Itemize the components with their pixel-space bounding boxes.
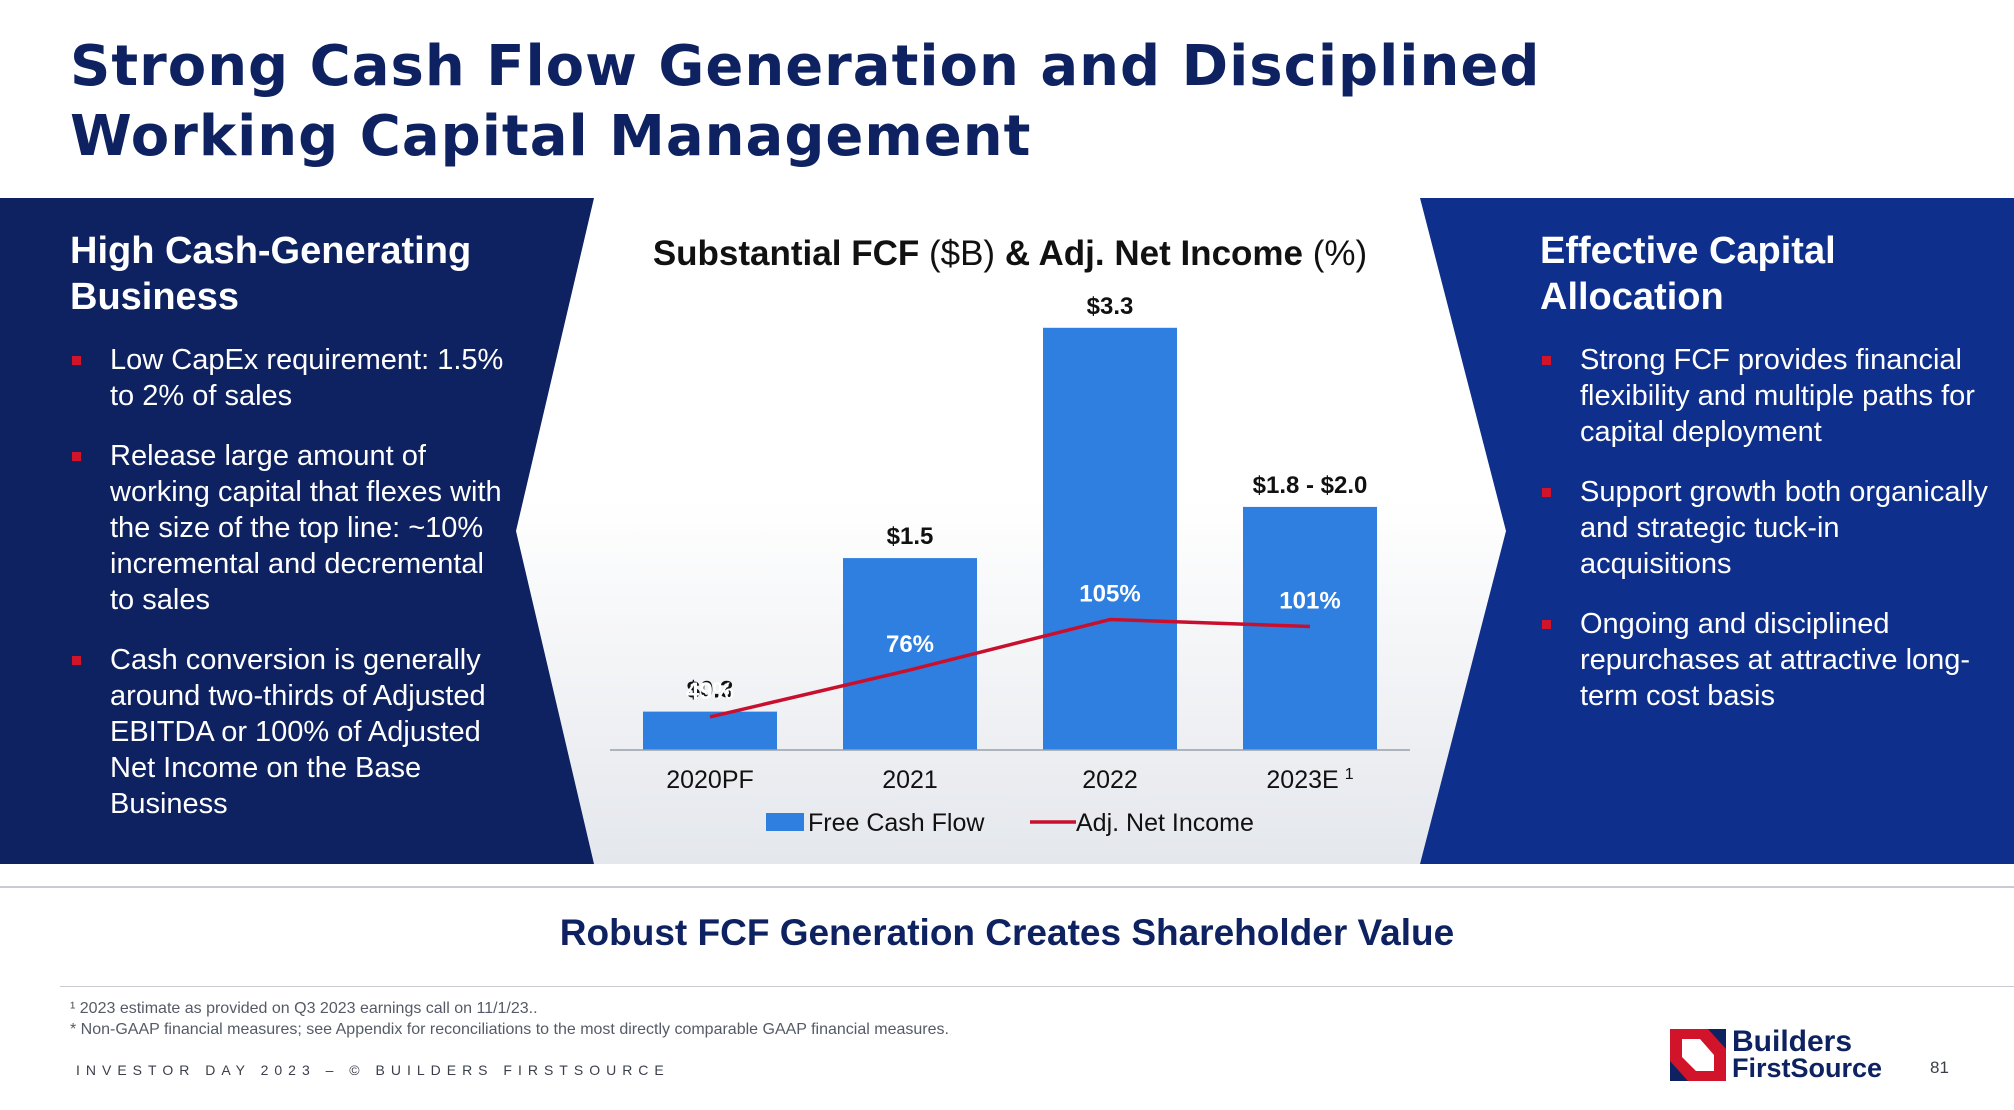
footnote-1: ¹ 2023 estimate as provided on Q3 2023 e…: [70, 1000, 538, 1017]
adj-net-income-label: 76%: [886, 631, 934, 658]
fcf-bar-label: $1.5: [887, 523, 934, 550]
right-bullet-text: Ongoing and disciplined repurchases at a…: [1580, 608, 1971, 712]
robust-message: Robust FCF Generation Creates Shareholde…: [559, 912, 1455, 953]
builders-firstsource-logo: Builders FirstSource: [1670, 1025, 1883, 1083]
logo-text-firstsource: FirstSource: [1732, 1053, 1883, 1083]
chart-title-part: & Adj. Net Income: [1005, 234, 1303, 273]
x-tick-text: 2021: [882, 766, 938, 794]
fcf-bar: [1043, 327, 1177, 750]
square-bullet-icon: [72, 656, 81, 665]
x-tick-label: 2021: [882, 766, 938, 794]
footnote-2: * Non-GAAP financial measures; see Appen…: [70, 1021, 949, 1038]
left-bullet-text: Low CapEx requirement: 1.5% to 2% of sal…: [110, 344, 504, 412]
x-tick-label: 2022: [1082, 766, 1138, 794]
chart-title-part: Substantial FCF: [653, 234, 919, 273]
section-divider: [0, 886, 2014, 888]
left-bullet-item: Cash conversion is generally around two-…: [70, 642, 510, 822]
right-bullet-text: Support growth both organically and stra…: [1580, 476, 1988, 580]
adj-net-income-label: 105%: [1079, 581, 1140, 608]
logo-mark-icon: [1670, 1029, 1726, 1081]
square-bullet-icon: [1542, 488, 1551, 497]
left-panel: High Cash-Generating Business Low CapEx …: [0, 198, 594, 864]
square-bullet-icon: [1542, 620, 1551, 629]
square-bullet-icon: [72, 452, 81, 461]
footnote-divider: [60, 986, 2014, 987]
page-number: 81: [1930, 1058, 1949, 1077]
legend-swatch-fcf: [766, 813, 804, 831]
fcf-bar: [843, 558, 977, 750]
chart-title-part: (%): [1303, 234, 1367, 273]
right-bullet-item: Support growth both organically and stra…: [1540, 474, 1990, 582]
adj-net-income-line: [709, 617, 1311, 719]
x-tick-text: 2020PF: [666, 766, 754, 794]
legend-label-fcf: Free Cash Flow: [808, 809, 985, 837]
fcf-bar: [643, 711, 777, 750]
x-tick-superscript: 1: [1345, 766, 1354, 783]
right-panel: Effective Capital Allocation Strong FCF …: [1420, 198, 2014, 864]
fcf-bar-label: $3.3: [1087, 293, 1134, 320]
left-panel-heading: High Cash-Generating Business: [70, 230, 472, 318]
left-panel-bullets: Low CapEx requirement: 1.5% to 2% of sal…: [70, 342, 510, 846]
legend-label-net-income: Adj. Net Income: [1076, 809, 1254, 837]
x-tick-text: 2023E: [1266, 766, 1338, 794]
fcf-bar-label: $1.8 - $2.0: [1253, 472, 1368, 499]
right-bullet-text: Strong FCF provides financial flexibilit…: [1580, 344, 1975, 448]
left-bullet-text: Release large amount of working capital …: [110, 440, 502, 616]
x-tick-label: 2023E 1: [1266, 766, 1353, 794]
square-bullet-icon: [72, 356, 81, 365]
right-bullet-item: Ongoing and disciplined repurchases at a…: [1540, 606, 1990, 714]
left-bullet-text: Cash conversion is generally around two-…: [110, 644, 486, 820]
fcf-bar: [1243, 506, 1377, 750]
right-panel-bullets: Strong FCF provides financial flexibilit…: [1540, 342, 1990, 738]
footer-text: INVESTOR DAY 2023 – © BUILDERS FIRSTSOUR…: [76, 1062, 670, 1078]
adj-net-income-label: 101%: [1279, 587, 1340, 614]
square-bullet-icon: [1542, 356, 1551, 365]
chart-title-part: ($B): [919, 234, 1005, 273]
fcf-bar-label: $0.3: [687, 677, 734, 704]
right-panel-heading: Effective Capital Allocation: [1540, 230, 1836, 318]
left-bullet-item: Low CapEx requirement: 1.5% to 2% of sal…: [70, 342, 510, 414]
logo-text-builders: Builders: [1732, 1025, 1853, 1058]
x-tick-label: 2020PF: [666, 766, 754, 794]
x-tick-text: 2022: [1082, 766, 1138, 794]
adj-net-income-label: 49%: [686, 678, 734, 705]
fcf-chart: Substantial FCF ($B) & Adj. Net Income (…: [610, 234, 1410, 837]
right-bullet-item: Strong FCF provides financial flexibilit…: [1540, 342, 1990, 450]
slide-title: Strong Cash Flow Generation and Discipli…: [70, 34, 1541, 169]
left-bullet-item: Release large amount of working capital …: [70, 438, 510, 618]
chart-title: Substantial FCF ($B) & Adj. Net Income (…: [653, 234, 1367, 273]
